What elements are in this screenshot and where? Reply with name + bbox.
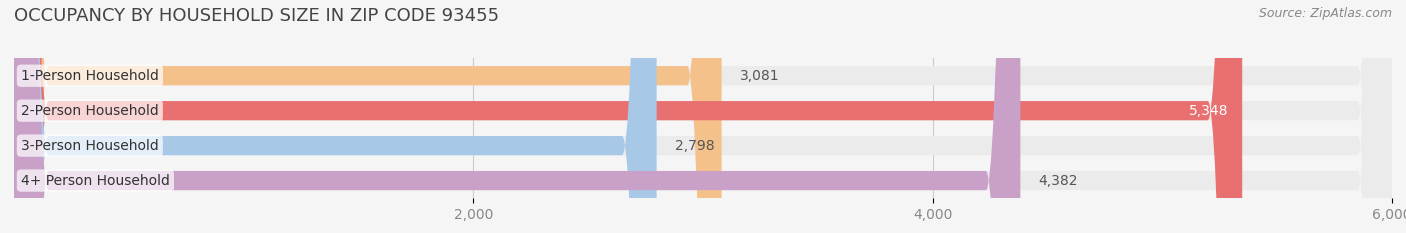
Text: 3-Person Household: 3-Person Household — [21, 139, 159, 153]
Text: 5,348: 5,348 — [1189, 104, 1229, 118]
Text: 2,798: 2,798 — [675, 139, 714, 153]
FancyBboxPatch shape — [14, 0, 1392, 233]
FancyBboxPatch shape — [14, 0, 1392, 233]
Text: 4+ Person Household: 4+ Person Household — [21, 174, 170, 188]
Text: Source: ZipAtlas.com: Source: ZipAtlas.com — [1258, 7, 1392, 20]
Text: 1-Person Household: 1-Person Household — [21, 69, 159, 83]
FancyBboxPatch shape — [14, 0, 657, 233]
FancyBboxPatch shape — [14, 0, 1392, 233]
Text: 4,382: 4,382 — [1039, 174, 1078, 188]
FancyBboxPatch shape — [14, 0, 1243, 233]
FancyBboxPatch shape — [14, 0, 1021, 233]
Text: 2-Person Household: 2-Person Household — [21, 104, 159, 118]
Text: 3,081: 3,081 — [740, 69, 779, 83]
Text: OCCUPANCY BY HOUSEHOLD SIZE IN ZIP CODE 93455: OCCUPANCY BY HOUSEHOLD SIZE IN ZIP CODE … — [14, 7, 499, 25]
FancyBboxPatch shape — [14, 0, 721, 233]
FancyBboxPatch shape — [14, 0, 1392, 233]
